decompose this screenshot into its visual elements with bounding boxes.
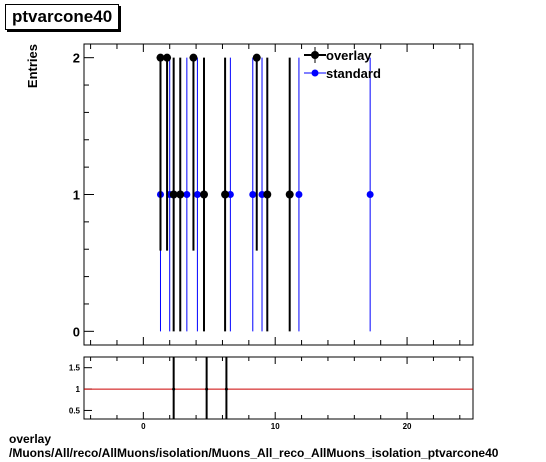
main-data-marks (156, 53, 374, 332)
overlay-point (221, 190, 230, 199)
ratio-x-tick-label: 20 (403, 422, 412, 430)
standard-point (249, 191, 257, 198)
standard-point (193, 191, 201, 198)
overlay-point (285, 190, 294, 199)
chart-title: ptvarcone40 (5, 4, 120, 30)
legend: overlay standard (304, 47, 381, 81)
ratio-data-marks (84, 357, 473, 419)
overlay-point (189, 53, 198, 62)
legend-label-overlay: overlay (326, 48, 372, 63)
main-y-tick-label: 1 (73, 188, 80, 203)
ratio-point (172, 387, 176, 391)
standard-point (295, 191, 303, 198)
overlay-point (252, 53, 261, 62)
y-axis-label: Entries (25, 44, 40, 88)
ratio-point (224, 387, 228, 391)
ratio-y-tick-label: 0.5 (69, 406, 81, 415)
overlay-point (156, 53, 165, 62)
caption-line-2: /Muons/All/reco/AllMuons/isolation/Muons… (9, 446, 499, 460)
ratio-x-tick-label: 0 (141, 422, 146, 430)
ratio-y-tick-label: 1.5 (69, 364, 81, 373)
standard-point (183, 191, 191, 198)
main-plot-frame (83, 43, 474, 346)
main-y-tick-label: 0 (73, 324, 80, 339)
overlay-point (199, 190, 208, 199)
ratio-x-ticks: 0 10 20 (90, 357, 461, 430)
overlay-point (169, 190, 178, 199)
legend-label-standard: standard (326, 66, 381, 81)
main-x-ticks (90, 44, 461, 345)
ratio-point (205, 387, 209, 391)
ratio-plot-frame (83, 356, 474, 420)
plot-canvas: 0 1 2 Entries overlay standard 0.5 1 1.5 0 10… (25, 43, 474, 430)
overlay-point (163, 53, 172, 62)
histogram-path-caption: overlay /Muons/All/reco/AllMuons/isolati… (9, 432, 498, 460)
ratio-y-tick-label: 1 (76, 385, 81, 394)
overlay-point (263, 190, 272, 199)
legend-marker-overlay (311, 51, 319, 59)
ratio-x-tick-label: 10 (271, 422, 280, 430)
main-y-tick-label: 2 (73, 51, 80, 66)
caption-line-1: overlay (9, 432, 52, 446)
overlay-point (176, 190, 185, 199)
main-y-ticks: 0 1 2 (73, 51, 94, 339)
legend-marker-standard (311, 69, 319, 77)
standard-point (366, 191, 374, 198)
